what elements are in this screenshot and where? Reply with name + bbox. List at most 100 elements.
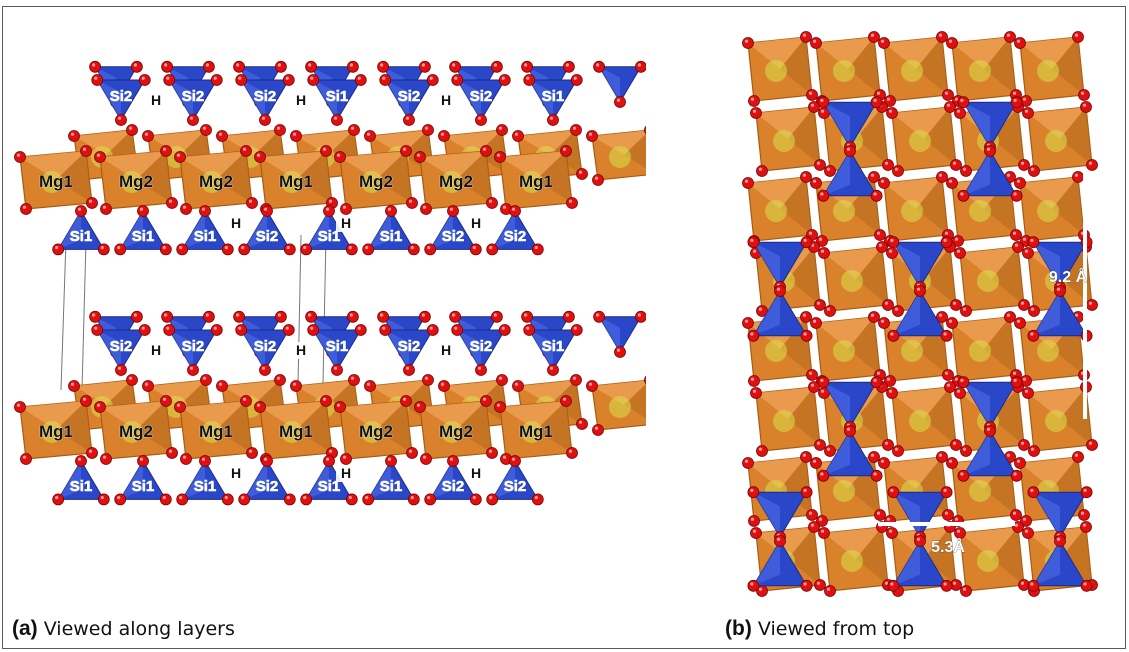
octahedron-light-face: [420, 151, 486, 180]
oxygen-highlight: [1020, 301, 1025, 305]
mg-atom: [41, 421, 63, 443]
oxygen-atom: [806, 369, 818, 381]
oxygen-highlight: [880, 39, 885, 43]
oxygen-highlight: [100, 496, 104, 500]
mg-atom: [441, 171, 463, 193]
oxygen-atom: [1010, 509, 1022, 521]
octahedron-light-face: [370, 130, 428, 155]
oxygen-atom: [159, 493, 172, 506]
oxygen-atom: [496, 374, 508, 386]
mg-octahedron: [750, 381, 826, 457]
oxygen-highlight: [826, 447, 831, 451]
oxygen-atom: [1010, 189, 1023, 202]
oxygen-atom: [960, 305, 972, 317]
oxygen-highlight: [1006, 173, 1011, 177]
oxygen-highlight: [1012, 231, 1017, 235]
oxygen-highlight: [568, 449, 573, 453]
tetrahedron-light-face: [58, 461, 81, 500]
oxygen-highlight: [562, 397, 567, 401]
mg-label: Mg2: [439, 172, 473, 191]
si-tetrahedron: Si2: [424, 455, 482, 506]
tetrahedron-light-face: [97, 80, 121, 120]
oxygen-highlight: [820, 109, 825, 113]
octahedron-shadow-face: [376, 401, 412, 453]
oxygen-atom: [163, 74, 176, 86]
oxygen-atom: [14, 151, 26, 163]
oxygen-atom: [593, 60, 605, 73]
oxygen-highlight: [952, 161, 957, 165]
tetrahedron-light-face: [120, 461, 143, 500]
oxygen-highlight: [750, 517, 755, 521]
oxygen-atom: [126, 124, 138, 136]
oxygen-atom: [221, 493, 234, 506]
octahedron-light-face: [884, 177, 942, 209]
oxygen-atom: [521, 60, 533, 73]
oxygen-highlight: [182, 455, 187, 459]
tetrahedron-light-face: [182, 461, 205, 500]
mg-atom: [1045, 130, 1067, 152]
oxygen-highlight: [102, 205, 107, 209]
oxygen-highlight: [236, 313, 240, 317]
oxygen-atom: [1010, 376, 1023, 389]
oxygen-atom: [137, 205, 149, 217]
oxygen-highlight: [1030, 582, 1034, 586]
oxygen-highlight: [916, 287, 921, 291]
oxygen-highlight: [1020, 581, 1025, 585]
oxygen-atom: [1027, 329, 1040, 342]
oxygen-atom: [447, 455, 459, 467]
oxygen-highlight: [943, 332, 947, 336]
octahedron-light-face: [824, 527, 882, 559]
oxygen-atom: [130, 310, 143, 323]
oxygen-atom: [818, 247, 830, 259]
oxygen-atom: [75, 205, 87, 217]
oxygen-atom: [331, 114, 343, 126]
oxygen-highlight: [511, 207, 516, 211]
tetrahedron-light-face: [457, 330, 481, 370]
oxygen-atom: [486, 243, 499, 256]
octahedron-light-face: [592, 380, 646, 405]
oxygen-atom: [547, 364, 559, 376]
oxygen-highlight: [256, 403, 261, 407]
oxygen-atom: [824, 585, 836, 597]
oxygen-highlight: [803, 332, 807, 336]
mg-atom: [977, 270, 999, 292]
si-tetrahedron: Si2: [163, 324, 223, 376]
hydrogen-label: H: [296, 92, 306, 108]
octahedron-light-face: [816, 317, 874, 349]
oxygen-atom: [1080, 521, 1092, 533]
oxygen-atom: [334, 401, 346, 413]
oxygen-highlight: [534, 496, 538, 500]
oxygen-highlight: [452, 63, 456, 67]
mg-octahedron: [886, 381, 962, 457]
oxygen-highlight: [410, 246, 414, 250]
oxygen-atom: [345, 243, 358, 256]
oxygen-atom: [377, 310, 390, 323]
octahedron-light-face: [222, 130, 280, 155]
oxygen-atom: [114, 243, 127, 256]
oxygen-atom: [240, 395, 252, 407]
octahedron-shadow-face: [856, 247, 888, 305]
oxygen-highlight: [880, 179, 885, 183]
oxygen-highlight: [328, 449, 333, 453]
oxygen-highlight: [549, 116, 554, 120]
oxygen-highlight: [133, 63, 137, 67]
mg-atom: [901, 340, 923, 362]
oxygen-highlight: [578, 420, 583, 424]
oxygen-atom: [176, 493, 189, 506]
oxygen-atom: [451, 74, 464, 86]
oxygen-atom: [748, 515, 760, 527]
octahedron-light-face: [500, 151, 566, 180]
oxygen-atom: [887, 486, 900, 499]
oxygen-highlight: [179, 246, 183, 250]
oxygen-highlight: [594, 426, 599, 430]
oxygen-highlight: [948, 39, 953, 43]
oxygen-atom: [469, 493, 482, 506]
oxygen-atom: [800, 579, 813, 592]
mg-octahedron: [1014, 171, 1090, 247]
unit-cell-edge: [81, 239, 87, 391]
octahedron-light-face: [952, 317, 1010, 349]
oxygen-highlight: [166, 76, 170, 80]
oxygen-highlight: [954, 517, 959, 521]
hydrogen-label: H: [231, 465, 241, 481]
mg-atom: [1037, 60, 1059, 82]
